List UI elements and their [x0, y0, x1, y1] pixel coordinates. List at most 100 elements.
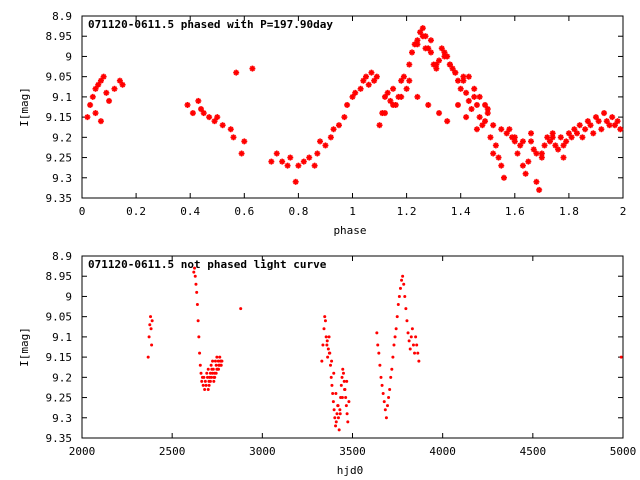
- data-point: [147, 335, 151, 339]
- data-point: [465, 97, 472, 104]
- y-tick-label: 9.3: [52, 172, 72, 185]
- x-tick-label: 3000: [249, 445, 276, 458]
- data-point: [148, 323, 152, 327]
- data-point: [452, 69, 459, 76]
- data-point: [363, 73, 370, 80]
- data-point: [390, 101, 397, 108]
- data-point: [519, 162, 526, 169]
- y-tick-label: 9.25: [46, 152, 73, 165]
- data-point: [414, 335, 418, 339]
- data-point: [214, 114, 221, 121]
- data-point: [617, 126, 624, 133]
- data-point: [611, 122, 618, 129]
- data-point: [606, 122, 613, 129]
- y-tick-label: 8.9: [52, 10, 72, 23]
- y-axis-title: I[mag]: [18, 87, 31, 127]
- data-point: [149, 315, 153, 319]
- data-point: [433, 61, 440, 68]
- y-tick-label: 8.95: [46, 270, 73, 283]
- data-point: [352, 89, 359, 96]
- data-point: [568, 134, 575, 141]
- data-point: [460, 77, 467, 84]
- data-point: [92, 85, 99, 92]
- data-point: [339, 383, 343, 387]
- x-tick-label: 4000: [429, 445, 456, 458]
- data-point: [490, 122, 497, 129]
- data-point: [533, 178, 540, 185]
- data-point: [365, 81, 372, 88]
- data-point: [206, 114, 213, 121]
- data-point: [206, 375, 210, 379]
- data-point: [347, 400, 351, 404]
- data-point: [381, 93, 388, 100]
- data-point: [216, 359, 220, 363]
- data-point: [215, 355, 219, 359]
- data-point: [584, 118, 591, 125]
- data-point: [384, 89, 391, 96]
- data-point: [560, 154, 567, 161]
- data-point: [479, 122, 486, 129]
- data-point: [414, 93, 421, 100]
- data-point: [405, 319, 409, 323]
- data-point: [530, 146, 537, 153]
- data-point: [398, 93, 405, 100]
- data-point: [454, 77, 461, 84]
- data-point: [391, 355, 395, 359]
- data-point: [342, 379, 346, 383]
- data-point: [335, 122, 342, 129]
- data-point: [327, 335, 331, 339]
- data-point: [311, 162, 318, 169]
- data-point: [332, 371, 336, 375]
- data-point: [219, 359, 223, 363]
- data-point: [84, 114, 91, 121]
- data-point: [193, 266, 197, 270]
- data-point: [300, 158, 307, 165]
- y-tick-label: 9: [65, 50, 72, 63]
- data-point: [444, 118, 451, 125]
- data-point: [438, 45, 445, 52]
- data-point: [327, 134, 334, 141]
- x-tick-label: 2500: [159, 445, 186, 458]
- y-tick-label: 9.15: [46, 111, 73, 124]
- data-point: [198, 351, 202, 355]
- y-tick-label: 9.2: [52, 371, 72, 384]
- data-point: [380, 383, 384, 387]
- data-point: [463, 114, 470, 121]
- x-tick-label: 0: [79, 205, 86, 218]
- data-point: [484, 106, 491, 113]
- data-point: [471, 85, 478, 92]
- data-point: [268, 158, 275, 165]
- y-tick-label: 9.1: [52, 331, 72, 344]
- data-point: [200, 110, 207, 117]
- data-point: [330, 383, 334, 387]
- data-point: [322, 142, 329, 149]
- data-point: [211, 359, 215, 363]
- data-point: [336, 404, 340, 408]
- y-tick-label: 9: [65, 290, 72, 303]
- data-points: [84, 25, 624, 193]
- x-axis: 2000 2500 3000 3500 4000 4500 5000: [69, 256, 636, 458]
- data-point: [511, 134, 518, 141]
- plot-frame: [81, 255, 624, 439]
- data-point: [390, 367, 394, 371]
- data-point: [528, 138, 535, 145]
- data-point: [416, 351, 420, 355]
- data-point: [345, 412, 349, 416]
- data-point: [333, 416, 337, 420]
- data-point: [396, 303, 400, 307]
- data-point: [449, 65, 456, 72]
- data-point: [209, 363, 213, 367]
- x-tick-label: 1.6: [505, 205, 525, 218]
- phased-light-curve-panel: 8.9 8.95 9 9.05 9.1 9.15 9.2 9.25 9.3 9.35 0 0.2 0.…: [18, 10, 626, 237]
- data-point: [517, 142, 524, 149]
- data-point: [207, 383, 211, 387]
- data-point: [457, 85, 464, 92]
- data-point: [603, 118, 610, 125]
- data-point: [341, 367, 345, 371]
- x-tick-label: 1: [349, 205, 356, 218]
- data-point: [409, 49, 416, 56]
- data-point: [375, 331, 379, 335]
- x-axis-title: hjd0: [337, 464, 364, 477]
- data-point: [549, 134, 556, 141]
- data-point: [323, 315, 327, 319]
